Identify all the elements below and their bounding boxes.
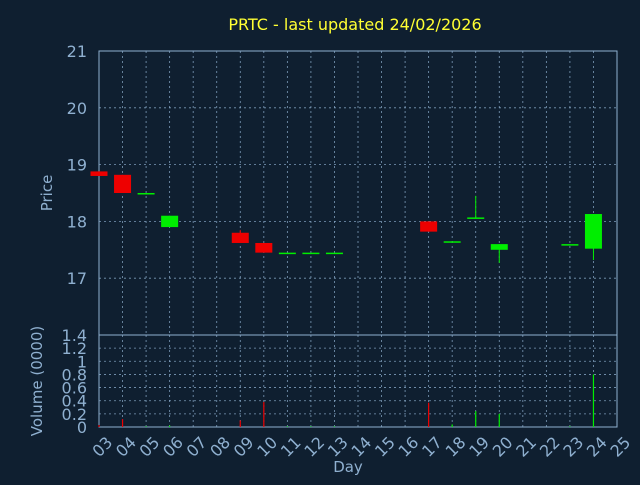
candle-body xyxy=(420,221,438,232)
candle-body xyxy=(490,244,508,250)
price-tick-label: 19 xyxy=(67,156,87,175)
candle-body xyxy=(278,252,296,255)
volume-axis: 00.20.40.60.811.21.4 xyxy=(62,326,87,437)
candle-body xyxy=(584,214,602,249)
volume-tick-label: 1.2 xyxy=(62,339,87,358)
volume-tick-label: 0.4 xyxy=(62,392,87,411)
price-tick-label: 21 xyxy=(67,42,87,61)
price-tick-label: 17 xyxy=(67,269,87,288)
candle-body xyxy=(161,215,179,228)
candle-body xyxy=(114,174,132,193)
price-tick-label: 20 xyxy=(67,99,87,118)
candle-body xyxy=(561,244,579,246)
volume-axis-label: Volume (0000) xyxy=(28,326,46,436)
candle-body xyxy=(90,171,108,176)
candle-body xyxy=(302,252,320,255)
price-tick-label: 18 xyxy=(67,212,87,231)
candle-body xyxy=(325,252,343,255)
candle-body xyxy=(137,193,155,195)
volume-tick-label: 0.2 xyxy=(62,405,87,424)
candle-body xyxy=(231,232,249,243)
price-axis-label: Price xyxy=(38,175,56,212)
x-axis-label: Day xyxy=(333,458,363,476)
volume-tick-label: 0 xyxy=(77,418,87,437)
candle-body xyxy=(443,241,461,243)
candle-body xyxy=(467,217,485,219)
volume-tick-label: 1.4 xyxy=(62,326,87,345)
x-axis: 0304050607080910111213141516171819202122… xyxy=(88,433,634,461)
price-axis: 21 20 19 18 17 xyxy=(67,42,87,288)
candle-body xyxy=(255,242,273,253)
candles xyxy=(90,171,602,263)
volume-bars xyxy=(98,374,595,427)
chart-title: PRTC - last updated 24/02/2026 xyxy=(228,15,481,34)
price-grid xyxy=(98,50,618,335)
volume-panel-frame xyxy=(98,334,618,428)
volume-tick-label: 0.8 xyxy=(62,365,87,384)
volume-tick-label: 0.6 xyxy=(62,379,87,398)
volume-tick-label: 1 xyxy=(77,352,87,371)
